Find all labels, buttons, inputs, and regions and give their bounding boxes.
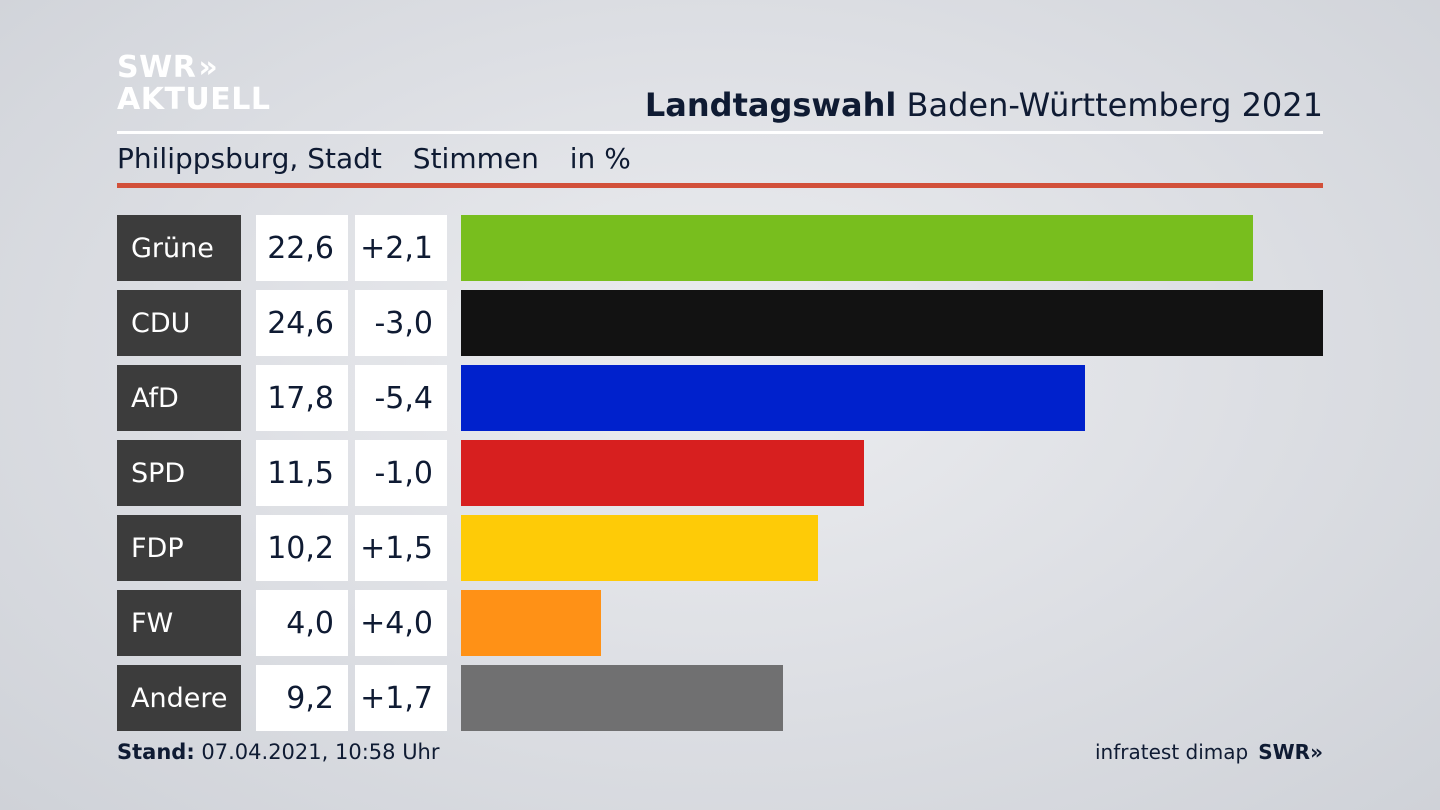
vote-share-bar xyxy=(461,365,1085,431)
vote-share-bar xyxy=(461,665,783,731)
chart-row: FW 4,0 +4,0 xyxy=(117,590,1323,656)
vote-change-value: +2,1 xyxy=(355,215,447,281)
vote-share-value: 24,6 xyxy=(256,290,348,356)
vote-share-value: 4,0 xyxy=(256,590,348,656)
vote-share-value: 17,8 xyxy=(256,365,348,431)
logo-aktuell-text: AKTUELL xyxy=(117,82,271,117)
vote-share-bar xyxy=(461,440,864,506)
vote-share-bar xyxy=(461,590,601,656)
party-label: SPD xyxy=(117,440,241,506)
source-label: infratest dimap xyxy=(1095,740,1249,764)
accent-divider xyxy=(117,183,1323,188)
party-label: Grüne xyxy=(117,215,241,281)
chart-row: CDU 24,6 -3,0 xyxy=(117,290,1323,356)
measure-label: Stimmen xyxy=(412,142,539,175)
vote-share-bar xyxy=(461,290,1323,356)
swr-aktuell-logo: SWR» AKTUELL xyxy=(117,52,271,116)
page-title: Landtagswahl Baden-Württemberg 2021 xyxy=(645,86,1323,124)
party-label: CDU xyxy=(117,290,241,356)
vote-share-bar xyxy=(461,215,1253,281)
title-bold: Landtagswahl xyxy=(644,86,897,124)
vote-share-value: 11,5 xyxy=(256,440,348,506)
logo-swr-text: SWR xyxy=(117,50,197,85)
chart-row: Grüne 22,6 +2,1 xyxy=(117,215,1323,281)
vote-share-value: 9,2 xyxy=(256,665,348,731)
chart-row: AfD 17,8 -5,4 xyxy=(117,365,1323,431)
chart-subtitle: Philippsburg, Stadt Stimmen in % xyxy=(117,142,653,175)
swr-brand-logo: SWR» xyxy=(1258,740,1323,764)
chart-row: SPD 11,5 -1,0 xyxy=(117,440,1323,506)
source-credit: infratest dimap SWR» xyxy=(1095,740,1323,764)
vote-change-value: +1,7 xyxy=(355,665,447,731)
chart-row: FDP 10,2 +1,5 xyxy=(117,515,1323,581)
vote-change-value: -3,0 xyxy=(355,290,447,356)
vote-change-value: +1,5 xyxy=(355,515,447,581)
stand-value: 07.04.2021, 10:58 Uhr xyxy=(201,740,440,764)
chart-row: Andere 9,2 +1,7 xyxy=(117,665,1323,731)
location-label: Philippsburg, Stadt xyxy=(117,142,382,175)
party-label: AfD xyxy=(117,365,241,431)
vote-share-value: 22,6 xyxy=(256,215,348,281)
party-label: FDP xyxy=(117,515,241,581)
vote-change-value: +4,0 xyxy=(355,590,447,656)
vote-change-value: -5,4 xyxy=(355,365,447,431)
party-label: Andere xyxy=(117,665,241,731)
vote-share-bar xyxy=(461,515,818,581)
logo-arrows-icon: » xyxy=(198,50,219,85)
stand-label: Stand: xyxy=(117,740,195,764)
header-divider xyxy=(117,131,1323,134)
party-label: FW xyxy=(117,590,241,656)
unit-label: in % xyxy=(569,142,631,175)
timestamp: Stand: 07.04.2021, 10:58 Uhr xyxy=(117,740,440,764)
vote-change-value: -1,0 xyxy=(355,440,447,506)
title-rest: Baden-Württemberg 2021 xyxy=(906,86,1324,124)
vote-share-value: 10,2 xyxy=(256,515,348,581)
